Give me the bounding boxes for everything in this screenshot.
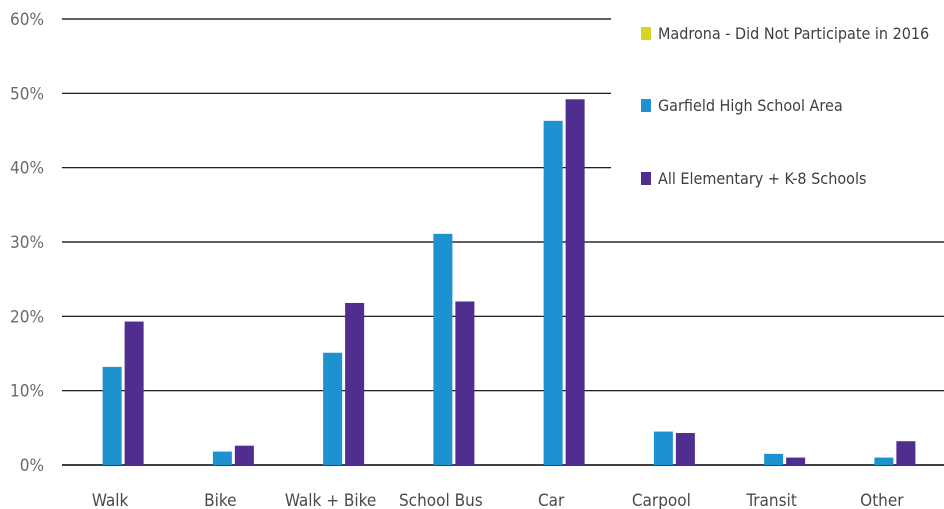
bar bbox=[565, 99, 585, 465]
y-tick-label: 60% bbox=[10, 10, 44, 30]
y-tick-label: 30% bbox=[10, 233, 44, 253]
bar bbox=[345, 302, 365, 465]
bar bbox=[874, 457, 894, 465]
bar bbox=[323, 352, 343, 465]
legend-label: Garfield High School Area bbox=[658, 96, 843, 115]
bar bbox=[433, 233, 453, 465]
bar bbox=[124, 321, 144, 465]
bar bbox=[653, 431, 673, 465]
x-category-label: Transit bbox=[745, 491, 796, 509]
bar bbox=[543, 120, 563, 465]
y-tick-label: 20% bbox=[10, 307, 44, 327]
legend-label: Madrona - Did Not Participate in 2016 bbox=[658, 24, 929, 43]
x-category-label: School Bus bbox=[399, 491, 483, 509]
y-tick-label: 40% bbox=[10, 159, 44, 179]
x-category-label: Car bbox=[538, 491, 565, 509]
x-axis-category-labels: Walk Bike Walk + Bike School Bus Car Carpool T… bbox=[92, 491, 904, 509]
legend: Madrona - Did Not Participate in 2016 Gar… bbox=[641, 24, 929, 188]
y-axis-tick-labels: 0% 10% 20% 30% 40% 50% 60% bbox=[10, 10, 44, 476]
x-category-label: Other bbox=[860, 491, 904, 509]
legend-swatch bbox=[641, 99, 651, 112]
bars bbox=[102, 99, 916, 465]
gridlines bbox=[62, 18, 944, 466]
bar bbox=[675, 433, 695, 465]
x-category-label: Walk + Bike bbox=[285, 491, 376, 509]
x-category-label: Carpool bbox=[632, 491, 691, 509]
y-tick-label: 50% bbox=[10, 84, 44, 104]
y-tick-label: 0% bbox=[20, 456, 44, 476]
legend-swatch bbox=[641, 172, 651, 185]
bar bbox=[234, 445, 254, 465]
y-tick-label: 10% bbox=[10, 382, 44, 402]
bar bbox=[896, 441, 916, 465]
bar bbox=[764, 453, 784, 465]
x-category-label: Bike bbox=[204, 491, 236, 509]
bar bbox=[786, 457, 806, 465]
x-category-label: Walk bbox=[92, 491, 129, 509]
legend-swatch bbox=[641, 27, 651, 40]
bar bbox=[212, 451, 232, 465]
bar bbox=[455, 301, 475, 465]
bar bbox=[102, 366, 122, 465]
legend-label: All Elementary + K-8 Schools bbox=[658, 169, 866, 188]
